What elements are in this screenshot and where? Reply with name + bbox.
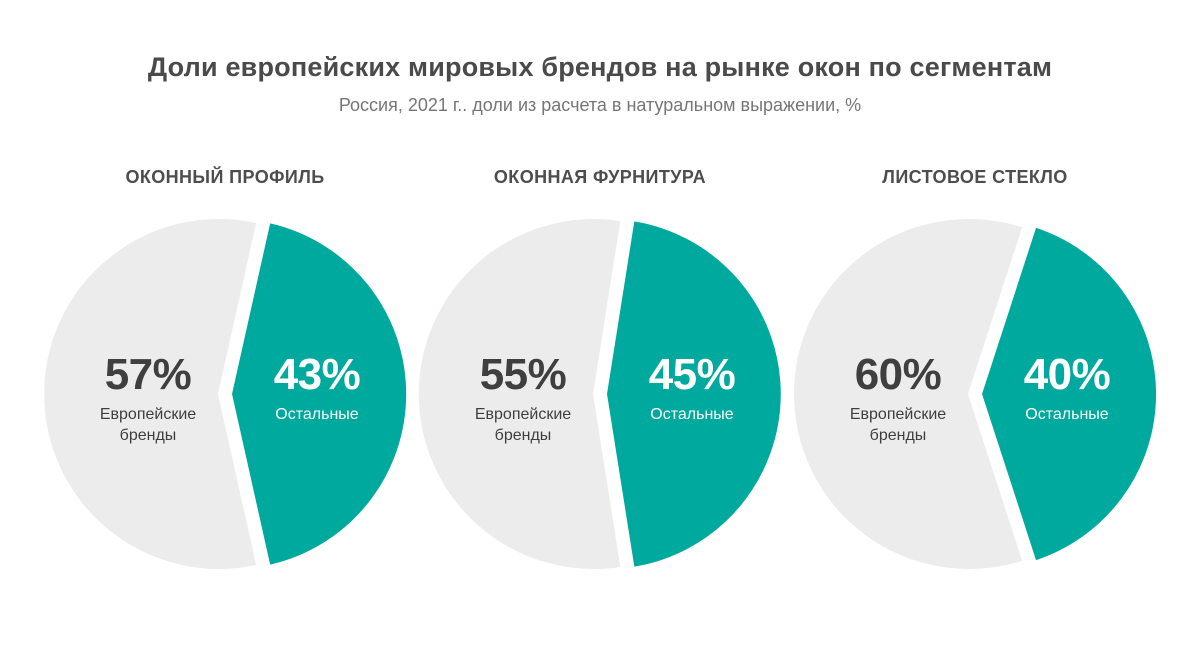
slice-info-others: 43% Остальные xyxy=(242,352,392,425)
slice-value: 60% xyxy=(854,350,942,399)
pie-svg xyxy=(42,217,409,571)
chart-title: ОКОННЫЙ ПРОФИЛЬ xyxy=(125,167,325,187)
slice-label: Европейские бренды xyxy=(99,406,197,444)
page-subtitle: Россия, 2021 г.. доли из расчета в натур… xyxy=(338,95,862,115)
pie-chart: 60% Европейские бренды 40% Остальные xyxy=(787,206,1163,582)
slice-label: Остальные xyxy=(1025,406,1109,423)
slice-label: Остальные xyxy=(650,406,734,423)
pie-chart: 55% Европейские бренды 45% Остальные xyxy=(412,206,788,582)
pie-slice-others xyxy=(230,221,409,567)
charts-row: ОКОННЫЙ ПРОФИЛЬ 57% Европейские бренды 4… xyxy=(0,166,1200,582)
pie-panel-window-profile: ОКОННЫЙ ПРОФИЛЬ 57% Европейские бренды 4… xyxy=(38,166,413,582)
pie-slice-european-brands xyxy=(416,217,623,571)
page-title: Доли европейских мировых брендов на рынк… xyxy=(147,52,1053,82)
pie-slice-european-brands xyxy=(42,217,259,571)
slice-value: 55% xyxy=(479,350,567,399)
pie-slice-others xyxy=(980,225,1158,563)
header: Доли европейских мировых брендов на рынк… xyxy=(0,0,1200,116)
slice-value: 43% xyxy=(273,350,361,399)
pie-panel-sheet-glass: ЛИСТОВОЕ СТЕКЛО 60% Европейские бренды 4… xyxy=(788,166,1163,582)
slice-label: Европейские бренды xyxy=(474,406,572,444)
slice-info-others: 45% Остальные xyxy=(617,352,767,425)
slice-info-others: 40% Остальные xyxy=(992,352,1142,425)
pie-chart: 57% Европейские бренды 43% Остальные xyxy=(37,206,413,582)
slice-info-european-brands: 57% Европейские бренды xyxy=(73,352,223,446)
slice-info-european-brands: 55% Европейские бренды xyxy=(448,352,598,446)
slice-value: 45% xyxy=(648,350,736,399)
pie-panel-window-hardware: ОКОННАЯ ФУРНИТУРА 55% Европейские бренды… xyxy=(413,166,788,582)
pie-svg xyxy=(416,217,783,571)
slice-value: 57% xyxy=(104,350,192,399)
slice-value: 40% xyxy=(1023,350,1111,399)
chart-title: ОКОННАЯ ФУРНИТУРА xyxy=(493,167,707,187)
slice-label: Европейские бренды xyxy=(849,406,947,444)
pie-svg xyxy=(792,217,1158,571)
pie-slice-others xyxy=(605,219,783,569)
slice-info-european-brands: 60% Европейские бренды xyxy=(823,352,973,446)
slice-label: Остальные xyxy=(275,406,359,423)
pie-slice-european-brands xyxy=(792,217,1025,571)
chart-title: ЛИСТОВОЕ СТЕКЛО xyxy=(882,167,1068,187)
